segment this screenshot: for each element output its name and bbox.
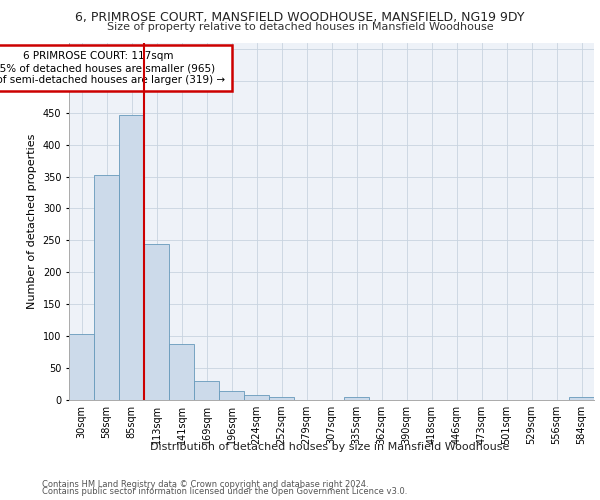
Text: Contains public sector information licensed under the Open Government Licence v3: Contains public sector information licen…	[42, 488, 407, 496]
Bar	[119, 114, 144, 400]
Y-axis label: Number of detached properties: Number of detached properties	[27, 134, 37, 309]
Bar	[344, 397, 369, 400]
Bar	[244, 395, 269, 400]
Text: 6, PRIMROSE COURT, MANSFIELD WOODHOUSE, MANSFIELD, NG19 9DY: 6, PRIMROSE COURT, MANSFIELD WOODHOUSE, …	[75, 12, 525, 24]
Text: 6 PRIMROSE COURT: 117sqm
← 75% of detached houses are smaller (965)
25% of semi-: 6 PRIMROSE COURT: 117sqm ← 75% of detach…	[0, 52, 226, 84]
Bar	[219, 391, 244, 400]
Bar	[194, 381, 219, 400]
Bar	[569, 398, 594, 400]
Bar	[169, 344, 194, 400]
Bar	[69, 334, 94, 400]
Bar	[94, 174, 119, 400]
Text: Contains HM Land Registry data © Crown copyright and database right 2024.: Contains HM Land Registry data © Crown c…	[42, 480, 368, 489]
Bar	[144, 244, 169, 400]
Bar	[269, 397, 294, 400]
Text: Size of property relative to detached houses in Mansfield Woodhouse: Size of property relative to detached ho…	[107, 22, 493, 32]
Text: Distribution of detached houses by size in Mansfield Woodhouse: Distribution of detached houses by size …	[151, 442, 509, 452]
